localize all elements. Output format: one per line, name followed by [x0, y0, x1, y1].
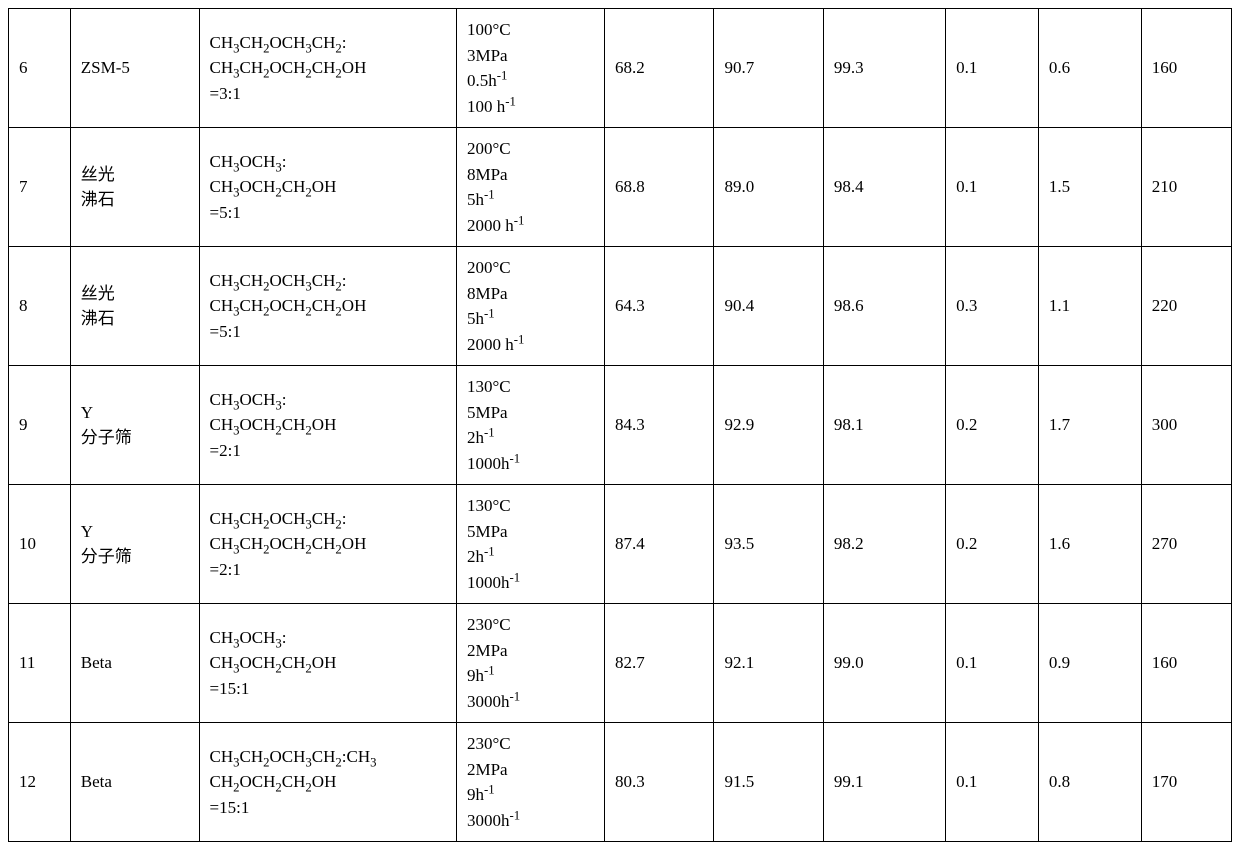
cell-value-8: 0.8 [1038, 723, 1141, 842]
cell-value-8: 1.5 [1038, 128, 1141, 247]
cell-value-9: 160 [1141, 604, 1231, 723]
cell-index: 12 [9, 723, 71, 842]
cell-index: 8 [9, 247, 71, 366]
cell-value-6: 98.4 [823, 128, 945, 247]
cell-value-8: 1.7 [1038, 366, 1141, 485]
cell-value-7: 0.2 [946, 366, 1039, 485]
cell-value-9: 170 [1141, 723, 1231, 842]
cell-value-5: 89.0 [714, 128, 823, 247]
cell-feed: CH3CH2OCH3CH2:CH3CH2OCH2CH2OH=2:1 [199, 485, 456, 604]
cell-value-9: 210 [1141, 128, 1231, 247]
cell-value-8: 1.6 [1038, 485, 1141, 604]
table-row: 8丝光沸石CH3CH2OCH3CH2:CH3CH2OCH2CH2OH=5:120… [9, 247, 1232, 366]
cell-catalyst: Beta [70, 723, 199, 842]
cell-value-9: 300 [1141, 366, 1231, 485]
cell-value-7: 0.1 [946, 9, 1039, 128]
table-row: 11BetaCH3OCH3:CH3OCH2CH2OH=15:1230°C2MPa… [9, 604, 1232, 723]
cell-index: 10 [9, 485, 71, 604]
table-row: 10Y分子筛CH3CH2OCH3CH2:CH3CH2OCH2CH2OH=2:11… [9, 485, 1232, 604]
cell-value-5: 93.5 [714, 485, 823, 604]
cell-index: 7 [9, 128, 71, 247]
cell-value-9: 160 [1141, 9, 1231, 128]
cell-feed: CH3OCH3:CH3OCH2CH2OH=15:1 [199, 604, 456, 723]
cell-value-6: 99.0 [823, 604, 945, 723]
cell-value-7: 0.2 [946, 485, 1039, 604]
cell-catalyst: Y分子筛 [70, 485, 199, 604]
table-row: 6ZSM-5CH3CH2OCH3CH2:CH3CH2OCH2CH2OH=3:11… [9, 9, 1232, 128]
cell-feed: CH3OCH3:CH3OCH2CH2OH=2:1 [199, 366, 456, 485]
cell-conditions: 130°C5MPa2h-11000h-1 [456, 485, 604, 604]
cell-value-4: 68.8 [605, 128, 714, 247]
cell-value-8: 0.9 [1038, 604, 1141, 723]
table-row: 12BetaCH3CH2OCH3CH2:CH3CH2OCH2CH2OH=15:1… [9, 723, 1232, 842]
cell-value-7: 0.1 [946, 128, 1039, 247]
cell-catalyst: Beta [70, 604, 199, 723]
cell-value-5: 92.9 [714, 366, 823, 485]
cell-value-5: 91.5 [714, 723, 823, 842]
cell-value-4: 64.3 [605, 247, 714, 366]
cell-value-6: 99.1 [823, 723, 945, 842]
cell-value-6: 98.1 [823, 366, 945, 485]
cell-conditions: 100°C3MPa0.5h-1100 h-1 [456, 9, 604, 128]
cell-feed: CH3CH2OCH3CH2:CH3CH2OCH2CH2OH=3:1 [199, 9, 456, 128]
cell-feed: CH3CH2OCH3CH2:CH3CH2OCH2CH2OH=5:1 [199, 247, 456, 366]
cell-feed: CH3OCH3:CH3OCH2CH2OH=5:1 [199, 128, 456, 247]
cell-value-7: 0.3 [946, 247, 1039, 366]
cell-value-4: 84.3 [605, 366, 714, 485]
table-row: 9Y分子筛CH3OCH3:CH3OCH2CH2OH=2:1130°C5MPa2h… [9, 366, 1232, 485]
cell-feed: CH3CH2OCH3CH2:CH3CH2OCH2CH2OH=15:1 [199, 723, 456, 842]
cell-conditions: 200°C8MPa5h-12000 h-1 [456, 247, 604, 366]
cell-catalyst: Y分子筛 [70, 366, 199, 485]
cell-conditions: 200°C8MPa5h-12000 h-1 [456, 128, 604, 247]
table-row: 7丝光沸石CH3OCH3:CH3OCH2CH2OH=5:1200°C8MPa5h… [9, 128, 1232, 247]
cell-value-4: 82.7 [605, 604, 714, 723]
cell-index: 11 [9, 604, 71, 723]
cell-index: 9 [9, 366, 71, 485]
cell-value-6: 98.2 [823, 485, 945, 604]
cell-value-5: 90.4 [714, 247, 823, 366]
cell-value-5: 90.7 [714, 9, 823, 128]
cell-value-4: 87.4 [605, 485, 714, 604]
cell-value-9: 270 [1141, 485, 1231, 604]
cell-value-9: 220 [1141, 247, 1231, 366]
cell-value-6: 98.6 [823, 247, 945, 366]
cell-value-5: 92.1 [714, 604, 823, 723]
cell-value-4: 68.2 [605, 9, 714, 128]
cell-conditions: 230°C2MPa9h-13000h-1 [456, 604, 604, 723]
cell-index: 6 [9, 9, 71, 128]
cell-catalyst: 丝光沸石 [70, 128, 199, 247]
cell-value-6: 99.3 [823, 9, 945, 128]
cell-catalyst: 丝光沸石 [70, 247, 199, 366]
cell-value-7: 0.1 [946, 723, 1039, 842]
data-table: 6ZSM-5CH3CH2OCH3CH2:CH3CH2OCH2CH2OH=3:11… [8, 8, 1232, 842]
cell-conditions: 230°C2MPa9h-13000h-1 [456, 723, 604, 842]
cell-value-7: 0.1 [946, 604, 1039, 723]
cell-conditions: 130°C5MPa2h-11000h-1 [456, 366, 604, 485]
cell-value-8: 0.6 [1038, 9, 1141, 128]
cell-value-4: 80.3 [605, 723, 714, 842]
cell-value-8: 1.1 [1038, 247, 1141, 366]
cell-catalyst: ZSM-5 [70, 9, 199, 128]
